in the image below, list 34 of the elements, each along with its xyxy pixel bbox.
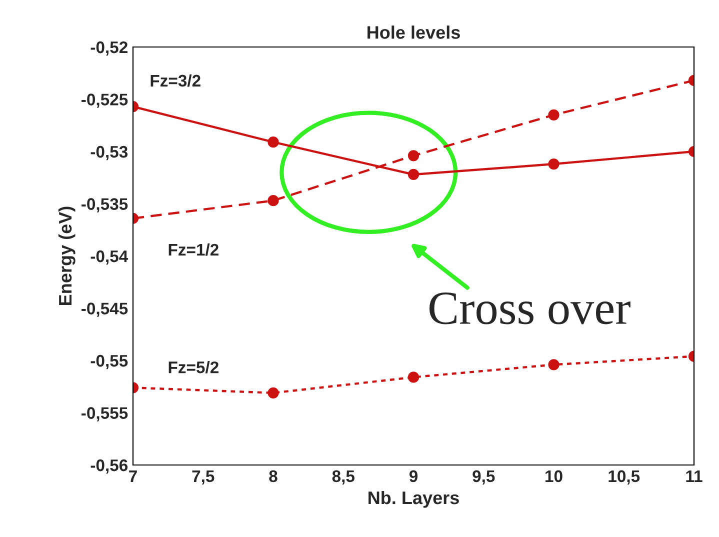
x-tick-label: 7,5	[192, 470, 214, 485]
x-tick-label: 11	[686, 470, 702, 482]
x-tick-label: 8	[269, 470, 278, 482]
x-axis-title: Nb. Layers	[368, 490, 459, 508]
x-tick-label: 9	[409, 470, 418, 482]
point	[408, 168, 420, 180]
point	[408, 150, 420, 162]
y-tick-label: -0,555	[82, 407, 128, 422]
point	[548, 158, 560, 170]
point	[268, 195, 279, 206]
series-label: Fz=5/2	[168, 361, 218, 374]
x-tick-label: 7	[129, 470, 137, 482]
x-tick-label: 9,5	[472, 470, 495, 485]
point	[548, 359, 560, 370]
y-tick-label: -0,545	[82, 302, 128, 317]
annotation: Cross over	[429, 292, 630, 324]
y-tick-label: -0,52	[90, 41, 128, 56]
y-tick-label: -0,53	[90, 146, 128, 160]
y-axis-title: Energy (eV)	[58, 206, 76, 305]
series-label: Fz=3/2	[150, 74, 200, 87]
point	[268, 387, 279, 398]
point	[408, 372, 420, 383]
y-tick-label: -0,535	[82, 198, 128, 212]
point	[268, 136, 279, 148]
y-tick-label: -0,54	[90, 250, 128, 265]
y-tick-label: -0,55	[90, 354, 128, 370]
point	[548, 109, 560, 120]
series-label: Fz=1/2	[168, 243, 218, 256]
x-tick-label: 10,5	[608, 470, 640, 485]
x-tick-label: 8,5	[332, 470, 354, 485]
x-tick-label: 10	[546, 470, 562, 482]
chart-title: Hole levels	[368, 26, 460, 39]
y-tick-label: -0,525	[82, 94, 128, 108]
y-tick-label: -0,56	[90, 459, 128, 474]
